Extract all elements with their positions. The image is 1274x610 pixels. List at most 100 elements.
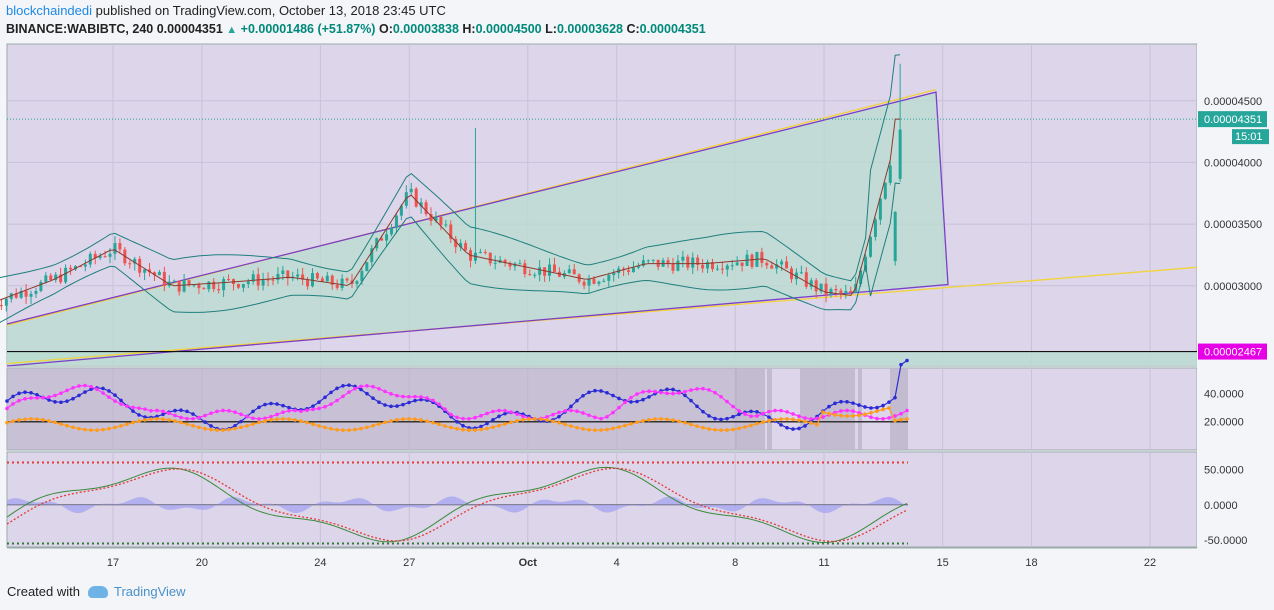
candle-body [799,272,803,274]
plus-di-line-dot [221,408,225,413]
minus-di-line-dot [401,417,405,421]
minus-di-line-dot [239,425,243,430]
adx-line-dot [455,419,459,424]
adx-line-dot [239,419,243,424]
minus-di-line-dot [899,417,903,422]
plus-di-line-dot [389,392,393,396]
candle-body [34,290,38,294]
adx-line-dot [713,416,717,421]
adx-line-dot [77,393,81,398]
plus-di-line-dot [317,406,321,411]
plus-di-line-dot [167,411,171,416]
adx-line-dot [65,399,69,403]
minus-di-line-dot [407,417,411,421]
minus-di-line-dot [617,425,621,429]
plus-di-line-dot [893,414,897,418]
minus-di-line-dot [779,417,783,421]
price-tick-label: 0.00004500 [1204,96,1262,108]
plus-di-line-dot [851,409,855,413]
adx-line-dot [401,402,405,407]
adx-line-dot [755,410,759,414]
chart-canvas[interactable]: 0.00004500 0.00004000 0.00003500 0.00003000… [0,0,1274,580]
candle-body [780,261,784,265]
candle-body [315,273,319,279]
candle-body [839,290,843,294]
candle-body [320,278,324,282]
candle-body [602,280,606,282]
close-label: C: [626,22,640,36]
candle-body [898,129,902,179]
plus-di-line-dot [839,409,843,413]
plus-di-line-dot [809,417,813,421]
adx-line-dot [161,412,165,417]
minus-di-line-dot [737,426,741,431]
adx-line-dot [665,387,669,392]
adx-line-dot [725,416,729,421]
time-tick-label: 17 [107,557,119,569]
indicator-1-shade [735,368,765,450]
minus-di-line-dot [287,417,291,421]
time-tick-label: 18 [1025,557,1037,569]
tradingview-link[interactable]: TradingView [87,584,186,599]
minus-di-line-dot [563,422,567,427]
candle-body [631,267,635,273]
low-value: 0.00003628 [556,22,623,36]
author-link[interactable]: blockchaindedi [6,3,93,18]
adx-line-dot [707,414,711,418]
minus-di-line-dot [395,417,399,422]
minus-di-line-dot [107,426,111,431]
minus-di-line-dot [413,417,417,422]
plus-di-line-dot [887,416,891,420]
plus-di-line-dot [155,408,159,413]
candle-body [735,262,739,266]
minus-di-line-dot [53,420,57,425]
plus-di-line-dot [665,391,669,396]
candle-body [261,279,265,286]
price-change: +0.00001486 (+51.87%) [240,22,376,36]
plus-di-line-dot [185,416,189,421]
minus-di-line-dot [191,424,195,428]
candle-body [207,281,211,290]
minus-di-line-dot [641,418,645,423]
candle-body [39,281,43,291]
plus-di-line-dot [629,395,633,400]
minus-di-line-dot [485,426,489,431]
candle-body [488,252,492,264]
tradingview-cloud-icon [87,585,108,598]
minus-di-line-dot [131,420,135,425]
adx-line-dot [113,393,117,397]
adx-line-dot [137,413,141,417]
indicator-1-shade [767,368,772,450]
plus-di-line-dot [71,385,75,390]
plus-di-line-dot [791,412,795,416]
candle-body [330,275,334,285]
minus-di-line-dot [113,425,117,430]
plus-di-line-dot [323,404,327,409]
candle-body [814,280,818,292]
candle-body [281,270,285,274]
footer: Created with TradingView [7,584,186,599]
minus-di-line-dot [857,413,861,418]
plus-di-line-dot [245,414,249,419]
candle-body [0,305,3,307]
minus-di-line-dot [35,417,39,421]
time-tick-label: Oct [519,557,538,569]
price-tick-label: 0.00003000 [1204,281,1262,293]
adx-line-dot [827,404,831,409]
adx-line-dot [767,415,771,419]
plus-di-line-dot [347,390,351,394]
minus-di-line-dot [893,418,897,423]
time-tick-label: 24 [314,557,326,569]
plus-di-line-dot [581,411,585,415]
minus-di-line-dot [353,427,357,432]
plus-di-line-dot [227,408,231,413]
time-tick-label: 4 [614,557,620,569]
minus-di-line-dot [29,417,33,421]
countdown-badge [1232,129,1269,145]
minus-di-line-dot [533,417,537,421]
minus-di-line-dot [11,419,15,423]
candle-body [143,269,147,273]
plus-di-line-dot [257,417,261,421]
minus-di-line-dot [611,426,615,431]
plus-di-line-dot [785,410,789,414]
